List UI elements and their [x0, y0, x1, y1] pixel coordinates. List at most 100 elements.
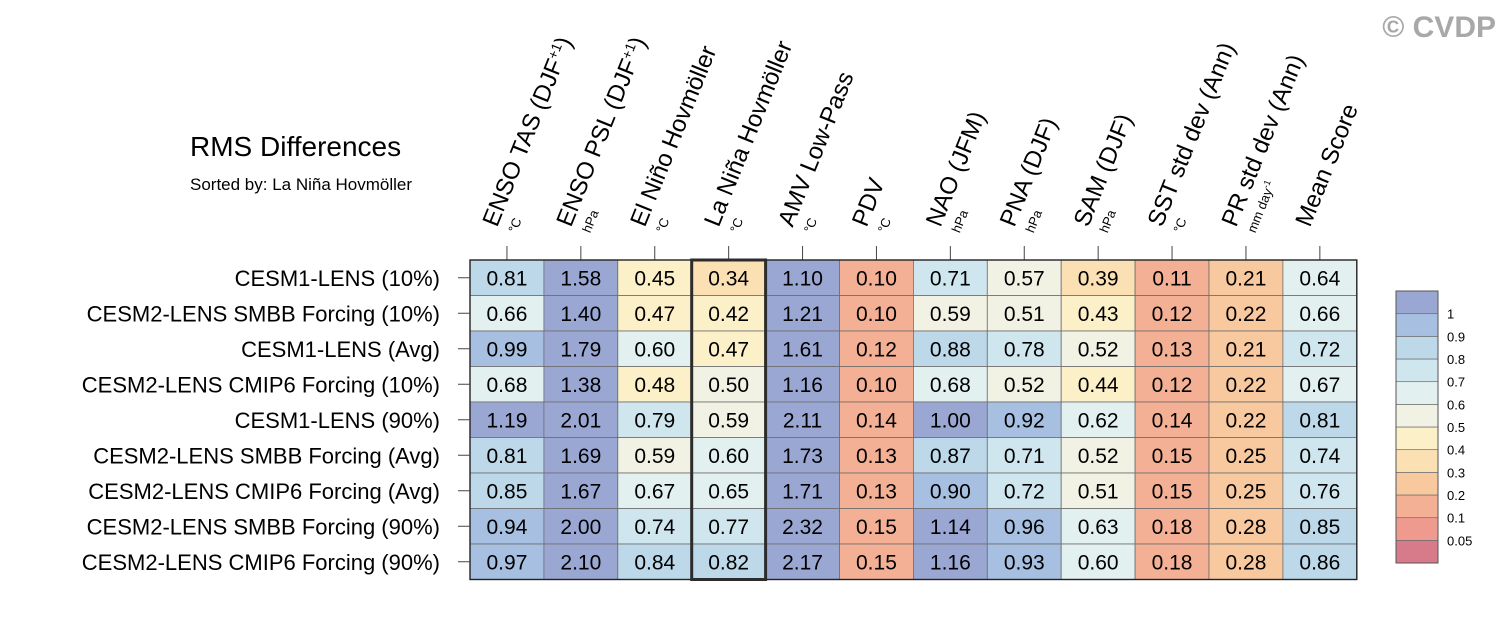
heatmap-cell: [543, 543, 619, 580]
cell-value: 0.22: [1226, 303, 1267, 326]
cell-value: 0.15: [1152, 445, 1193, 468]
column-unit-main: °C: [1170, 216, 1189, 235]
legend-label: 0.4: [1447, 443, 1465, 458]
heatmap-cell: [986, 472, 1062, 509]
legend-label: 0.5: [1447, 420, 1465, 435]
heatmap-cell: [1282, 543, 1358, 580]
cell-value: 0.76: [1299, 480, 1340, 503]
cell-value: 2.17: [782, 551, 823, 574]
cell-value: 0.51: [1078, 480, 1119, 503]
cell-value: 0.84: [634, 551, 675, 574]
legend-label: 0.8: [1447, 352, 1465, 367]
cell-value: 0.14: [1152, 409, 1193, 432]
cell-value: 0.88: [930, 338, 971, 361]
heatmap-cell: [1208, 295, 1284, 332]
cell-value: 0.59: [634, 445, 675, 468]
legend-swatch: [1395, 426, 1439, 451]
column-unit: °C: [505, 216, 524, 235]
heatmap-cell: [691, 437, 767, 474]
heatmap-cell: [469, 437, 545, 474]
column-label-main: ENSO PSL (DJF: [551, 55, 643, 230]
heatmap-cell: [986, 401, 1062, 438]
heatmap-cell: [1208, 543, 1284, 580]
legend-label: 1: [1447, 307, 1454, 322]
legend-swatch: [1395, 358, 1439, 383]
chart-title: RMS Differences: [190, 131, 401, 162]
cell-value: 1.71: [782, 480, 823, 503]
column-unit: °C: [875, 216, 894, 235]
heatmap-cell: [913, 437, 988, 474]
cell-value: 0.52: [1004, 374, 1045, 397]
heatmap-cell: [765, 330, 840, 367]
row-label: CESM2-LENS CMIP6 Forcing (10%): [82, 372, 440, 397]
column-label: PNA (DJF)hPa: [995, 114, 1063, 235]
heatmap-cell: [469, 508, 545, 545]
cvdp-watermark: © CVDP: [1382, 11, 1496, 44]
heatmap-cell: [1282, 472, 1358, 509]
cell-value: 0.65: [708, 480, 749, 503]
cell-value: 0.74: [634, 516, 675, 539]
heatmap-cell: [986, 330, 1062, 367]
column-label-text: Mean Score: [1290, 100, 1364, 230]
cell-value: 0.22: [1226, 374, 1267, 397]
cell-value: 0.59: [708, 409, 749, 432]
heatmap-cell: [986, 508, 1062, 545]
column-unit: °C: [801, 216, 820, 235]
cell-value: 0.79: [634, 409, 675, 432]
cell-value: 0.62: [1078, 409, 1119, 432]
cell-value: 0.13: [1152, 338, 1193, 361]
heatmap-cell: [1134, 330, 1210, 367]
cell-value: 1.73: [782, 445, 823, 468]
cell-value: 0.68: [930, 374, 971, 397]
cell-value: 1.69: [560, 445, 601, 468]
cell-value: 0.25: [1226, 480, 1267, 503]
heatmap-cell: [1282, 259, 1358, 296]
cell-value: 0.99: [487, 338, 528, 361]
column-unit: °C: [653, 216, 672, 235]
cell-value: 0.67: [634, 480, 675, 503]
cell-value: 1.58: [560, 267, 601, 290]
cell-value: 0.47: [634, 303, 675, 326]
chart-subtitle: Sorted by: La Niña Hovmöller: [190, 175, 412, 194]
legend-swatch: [1395, 381, 1439, 405]
heatmap-cell: [543, 330, 619, 367]
cell-value: 0.11: [1152, 267, 1191, 290]
heatmap-cell: [469, 366, 545, 403]
cell-value: 0.81: [1299, 409, 1340, 432]
legend-border: [1395, 290, 1439, 564]
cell-value: 0.44: [1078, 374, 1119, 397]
heatmap-cell: [765, 437, 840, 474]
heatmap-cell: [839, 472, 914, 509]
heatmap-cell: [1208, 259, 1284, 296]
cell-value: 0.45: [634, 267, 675, 290]
heatmap-cell: [986, 295, 1062, 332]
heatmap-cell: [1060, 330, 1136, 367]
cell-value: 1.67: [560, 480, 601, 503]
heatmap-cell: [617, 401, 693, 438]
cell-value: 0.28: [1226, 551, 1267, 574]
cell-value: 0.72: [1299, 338, 1340, 361]
cell-value: 0.87: [930, 445, 971, 468]
heatmap-cell: [1134, 543, 1210, 580]
heatmap-cell: [913, 295, 988, 332]
column-unit-main: °C: [727, 216, 746, 235]
cell-value: 0.47: [708, 338, 749, 361]
cell-value: 0.92: [1004, 409, 1045, 432]
cell-value: 0.10: [856, 303, 897, 326]
cell-value: 0.60: [708, 445, 749, 468]
heatmap-cell: [617, 366, 693, 403]
heatmap-cell: [691, 543, 767, 580]
cell-value: 2.32: [782, 516, 823, 539]
heatmap-cell: [1208, 508, 1284, 545]
legend-label: 0.7: [1447, 375, 1465, 390]
cell-value: 0.39: [1078, 267, 1119, 290]
cell-value: 1.14: [930, 516, 971, 539]
cell-value: 0.10: [856, 267, 897, 290]
legend-label: 0.9: [1447, 329, 1465, 344]
heatmap-cell: [617, 330, 693, 367]
heatmap-cell: [543, 259, 619, 296]
cell-value: 0.10: [856, 374, 897, 397]
heatmap-cell: [543, 472, 619, 509]
heatmap-cell: [469, 472, 545, 509]
